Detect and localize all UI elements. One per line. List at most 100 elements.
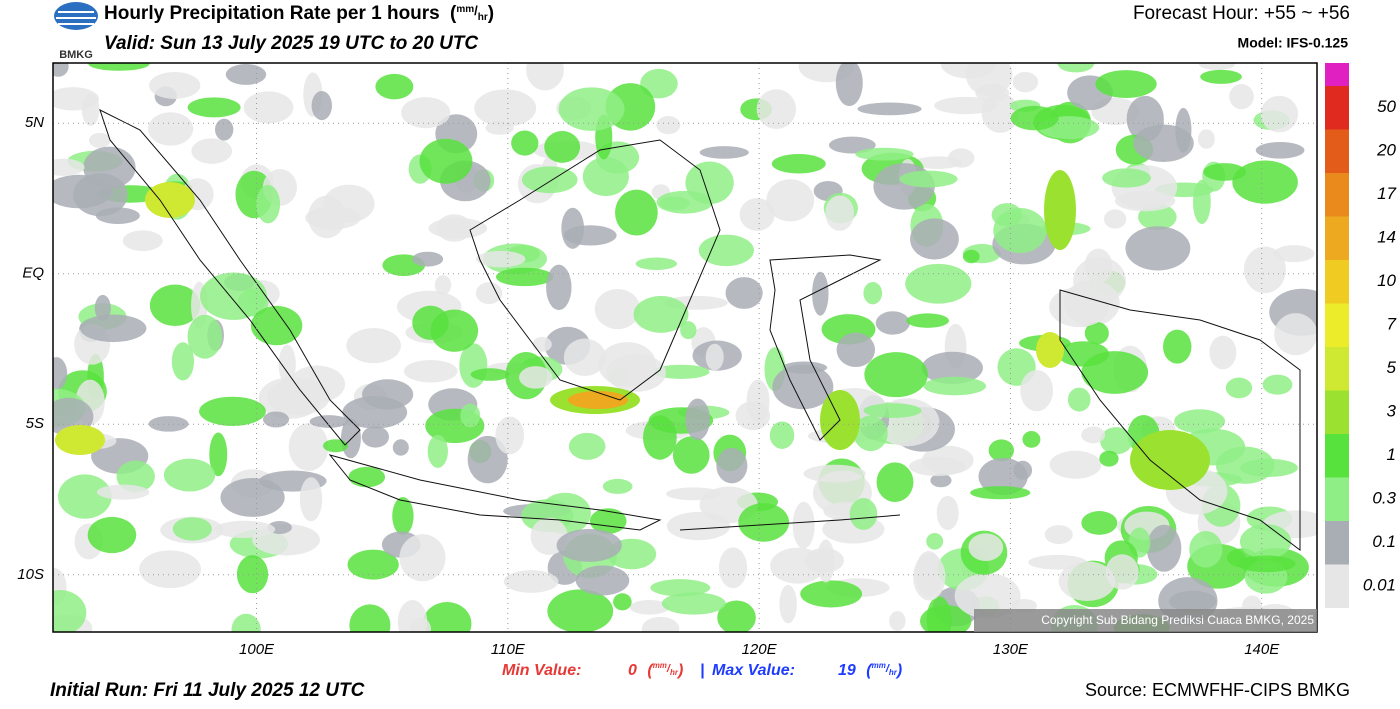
precip-blob: [397, 600, 428, 632]
precip-blob: [243, 91, 294, 124]
precip-blob: [1102, 168, 1151, 188]
precip-blob: [876, 462, 914, 503]
precip-blob: [79, 314, 147, 343]
precip-blob: [910, 218, 959, 260]
precip-blob: [250, 305, 303, 346]
title: Hourly Precipitation Rate per 1 hours (m…: [104, 3, 494, 24]
colorbar-band: [1325, 260, 1349, 304]
precip-blob: [1105, 554, 1139, 590]
map-frame: [52, 62, 1318, 633]
precip-blob: [640, 68, 678, 99]
precip-blob: [511, 130, 539, 156]
precip-blob: [1198, 63, 1236, 71]
precip-blob: [412, 305, 449, 340]
precip-blob: [263, 411, 290, 428]
precip-blob: [652, 364, 710, 379]
precip-blob: [311, 90, 333, 121]
precip-blob: [1174, 409, 1226, 434]
precip-blob: [361, 426, 390, 448]
precip-blob: [1262, 374, 1293, 395]
precip-blob: [965, 63, 1013, 97]
precip-blob: [403, 359, 458, 383]
precip-blob: [988, 439, 1015, 462]
precip-blob: [1022, 430, 1041, 448]
precip-blob: [717, 600, 756, 632]
precip-blob: [568, 391, 628, 409]
precip-blob: [526, 63, 564, 91]
max-value: 19: [838, 662, 856, 679]
precip-blob: [88, 63, 150, 71]
precip-blob: [699, 146, 749, 159]
precip-blob: [1232, 160, 1298, 204]
colorbar-label: 10: [1377, 271, 1396, 290]
precip-blob: [921, 351, 983, 385]
precip-field: [53, 63, 1317, 632]
precip-blob: [428, 217, 488, 239]
precip-blob: [1189, 530, 1223, 568]
precip-blob: [225, 64, 267, 85]
max-unit: mm: [872, 661, 886, 670]
borneo: [469, 139, 721, 401]
max-unit: /: [885, 663, 891, 675]
precip-blob: [561, 207, 585, 249]
precip-blob: [705, 343, 724, 371]
lat-label: 5S: [26, 415, 44, 432]
precip-blob: [362, 379, 414, 410]
precip-blob: [547, 589, 614, 632]
logo-lines: [56, 11, 96, 25]
precip-blob: [853, 415, 888, 452]
precip-blob: [1239, 524, 1292, 560]
precip-blob: [968, 533, 1004, 562]
precip-blob: [855, 147, 914, 161]
precip-blob: [906, 313, 950, 328]
precip-blob: [947, 148, 975, 168]
precip-blob: [875, 311, 910, 335]
precip-blob: [1255, 142, 1305, 159]
precip-blob: [746, 379, 770, 423]
colorbar-band: [1325, 347, 1349, 391]
precip-blob: [1125, 226, 1191, 271]
lat-label: 10S: [17, 566, 44, 583]
colorbar-label: 7: [1387, 315, 1397, 334]
precip-blob: [738, 503, 790, 542]
precip-blob: [346, 328, 401, 364]
precip-blob: [685, 161, 734, 205]
precip-blob: [993, 208, 1047, 254]
colorbar-label: 1: [1387, 445, 1396, 464]
precip-blob: [716, 447, 748, 484]
min-unit: mm: [653, 661, 667, 670]
precip-blob: [825, 195, 855, 231]
min-label: Min Value:: [502, 662, 581, 679]
precip-blob: [1215, 446, 1275, 484]
precip-blob: [1049, 287, 1109, 328]
precip-blob: [800, 580, 863, 608]
copyright: Copyright Sub Bidang Prediksi Cuaca BMKG…: [1041, 613, 1314, 627]
precip-blob: [147, 112, 194, 146]
precip-blob: [470, 368, 510, 381]
colorbar-label: 0.01: [1363, 576, 1396, 595]
precip-blob: [756, 89, 797, 129]
colorbar-label: 3: [1387, 402, 1397, 421]
precip-blob: [87, 516, 137, 554]
precip-blob: [656, 116, 681, 135]
precip-blob: [399, 534, 446, 582]
precip-blob: [1146, 524, 1182, 572]
max-unit: (: [866, 662, 873, 679]
precip-blob: [816, 539, 835, 583]
min-unit: hr: [670, 668, 679, 677]
precip-blob: [1236, 555, 1296, 573]
precip-blob: [926, 532, 944, 550]
precip-blob: [392, 439, 409, 456]
precip-blob: [1260, 95, 1299, 133]
precip-blob: [278, 344, 296, 385]
precip-blob: [55, 425, 105, 455]
precip-blob: [672, 436, 710, 474]
colorbar-label: 17: [1377, 184, 1396, 203]
precip-blob: [1197, 129, 1215, 149]
precip-blob: [769, 421, 795, 449]
precip-blob: [495, 267, 554, 287]
precip-blob: [863, 282, 883, 305]
precip-blob: [698, 234, 754, 267]
precip-blob: [519, 366, 553, 389]
precip-blob: [1200, 69, 1242, 84]
